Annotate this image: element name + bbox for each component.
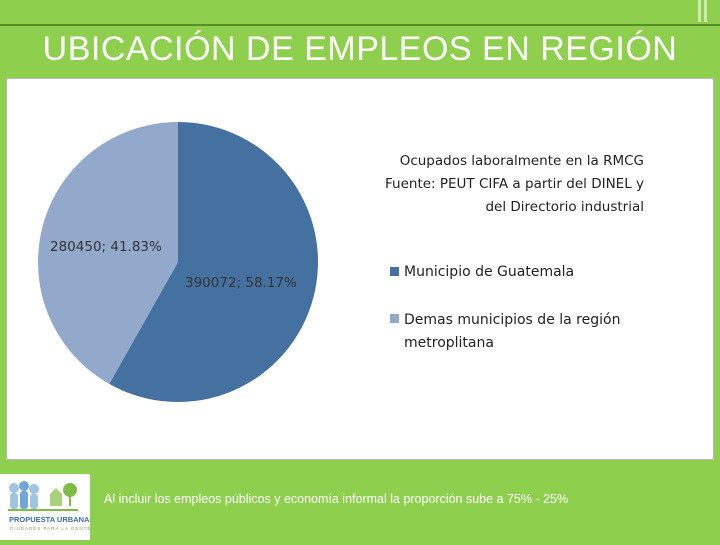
legend-label-demas-municipios-line-1: Demas municipios de la región — [404, 312, 620, 328]
legend-label-municipio-de-guatemala: Municipio de Guatemala — [404, 264, 574, 280]
footer-note: Al incluir los empleos públicos y econom… — [104, 492, 569, 506]
pie-slice-demas-municipios — [37, 122, 178, 384]
chart-title: Ocupados laboralmente en la RMCG Fuente:… — [385, 153, 644, 215]
legend-swatch-demas-municipios — [390, 314, 399, 323]
propuesta-urbana-logo: PROPUESTA URBANA CIUDADES PARA LA GENTE — [0, 474, 90, 540]
data-label-municipio-de-guatemala: 390072; 58.17% — [185, 275, 297, 291]
logo-tagline: CIUDADES PARA LA GENTE — [10, 526, 92, 531]
top-bar-divider — [0, 24, 720, 26]
top-bar — [0, 0, 720, 24]
data-label-demas-municipios: 280450; 41.83% — [50, 239, 162, 255]
chart-title-line-2: Fuente: PEUT CIFA a partir del DINEL y — [385, 176, 644, 192]
top-bar-decoration — [704, 0, 707, 22]
pie-slice-municipio-de-guatemala — [109, 122, 318, 402]
chart-title-line-3: del Directorio industrial — [485, 199, 644, 215]
top-bar-decoration — [698, 0, 701, 22]
legend-label-demas-municipios-line-2: metroplitana — [404, 335, 494, 351]
title-band — [0, 26, 720, 76]
slide-title: UBICACIÓN DE EMPLEOS EN REGIÓN — [42, 30, 678, 68]
pie-chart: 390072; 58.17% 280450; 41.83% Ocupados l… — [37, 122, 644, 402]
logo-graphic — [8, 481, 78, 511]
chart-frame: 390072; 58.17% 280450; 41.83% Ocupados l… — [6, 78, 714, 460]
logo-name: PROPUESTA URBANA — [9, 515, 90, 524]
chart-title-line-1: Ocupados laboralmente en la RMCG — [400, 153, 644, 169]
legend: Municipio de Guatemala Demas municipios … — [390, 264, 620, 351]
legend-swatch-municipio-de-guatemala — [390, 267, 399, 276]
bottom-band — [0, 462, 720, 540]
